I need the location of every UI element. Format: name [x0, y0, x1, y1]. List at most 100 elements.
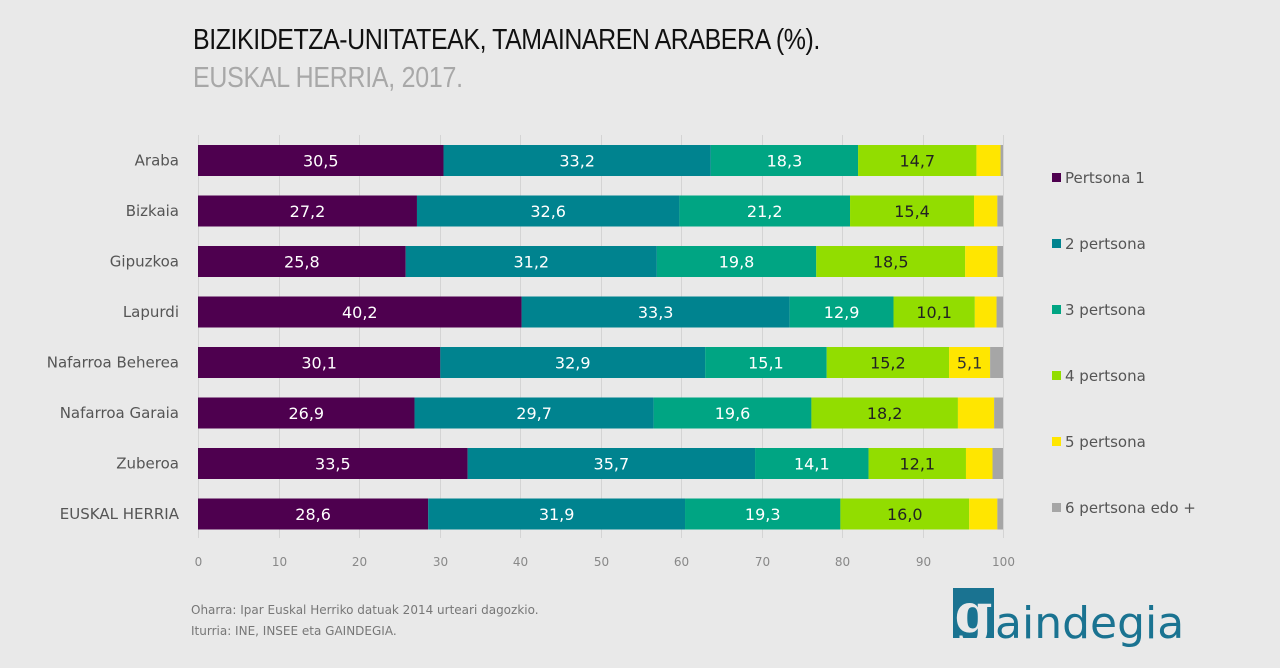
bar-segment [957, 397, 995, 429]
legend-label: 5 pertsona [1065, 433, 1146, 451]
x-tick-label: 10 [272, 555, 287, 569]
category-label: EUSKAL HERRIA [60, 505, 180, 523]
legend-swatch [1052, 503, 1061, 512]
bar-segment [811, 397, 958, 429]
bar-segment [443, 145, 711, 176]
bar-segment [893, 296, 975, 328]
data-label: 15,4 [894, 202, 930, 221]
data-label: 15,2 [870, 354, 906, 373]
x-tick-label: 100 [992, 555, 1015, 569]
data-label: 19,8 [719, 253, 755, 272]
x-tick-label: 90 [916, 555, 931, 569]
legend-label: Pertsona 1 [1065, 169, 1145, 187]
legend: Pertsona 1 2 pertsona 3 pertsona 4 pertsona… [1052, 169, 1196, 517]
bar-segment [858, 145, 977, 176]
legend-swatch [1052, 239, 1061, 248]
data-label: 25,8 [284, 253, 320, 272]
data-label: 33,3 [638, 303, 674, 322]
bar-segment [974, 296, 997, 328]
data-label: 32,9 [555, 354, 591, 373]
data-label: 35,7 [594, 455, 630, 474]
data-label: 30,5 [303, 152, 339, 171]
x-tick-label: 80 [835, 555, 850, 569]
legend-label: 3 pertsona [1065, 301, 1146, 319]
bar-segment [997, 195, 1003, 227]
data-label: 19,6 [715, 404, 751, 423]
bars: 30,5 33,2 18,3 14,7 27,2 32,6 21,2 15,4 25,8 31,2… [198, 145, 1003, 530]
bar-segment [826, 347, 950, 378]
data-label: 31,2 [513, 253, 549, 272]
legend-label: 6 pertsona edo + [1065, 499, 1196, 517]
bar-segment [997, 246, 1003, 277]
bar-segment [789, 296, 894, 328]
category-label: Gipuzkoa [110, 253, 179, 271]
bar-segment [685, 498, 841, 530]
bar-segment [965, 448, 993, 479]
bar-segment [440, 347, 706, 378]
x-tick-label: 60 [674, 555, 689, 569]
x-tick-label: 30 [433, 555, 448, 569]
category-label: Bizkaia [126, 202, 179, 220]
footnote: Oharra: Ipar Euskal Herriko datuak 2014 … [191, 603, 539, 617]
bar-segment [996, 296, 1003, 328]
category-label: Nafarroa Garaia [60, 404, 179, 422]
category-label: Nafarroa Beherea [47, 354, 179, 372]
x-tick-label: 20 [352, 555, 367, 569]
bar-segment [428, 498, 686, 530]
legend-swatch [1052, 173, 1061, 182]
bar-segment [521, 296, 790, 328]
bar-segment [656, 246, 817, 277]
bar-segment [992, 448, 1003, 479]
data-label: 18,3 [767, 152, 803, 171]
bar-segment [1000, 145, 1003, 176]
bar-segment [990, 347, 1003, 378]
bar-segment [965, 246, 998, 277]
data-label: 19,3 [745, 505, 781, 524]
data-label: 28,6 [295, 505, 331, 524]
data-label: 18,2 [867, 404, 903, 423]
legend-label: 2 pertsona [1065, 235, 1146, 253]
bar-segment [816, 246, 966, 277]
bar-segment [974, 195, 998, 227]
category-label: Zuberoa [116, 455, 179, 473]
bar-segment [198, 195, 417, 227]
bar-segment [679, 195, 851, 227]
data-label: 33,2 [559, 152, 595, 171]
bar-segment [994, 397, 1003, 429]
chart-title: BIZIKIDETZA-UNITATEAK, TAMAINAREN ARABER… [193, 24, 820, 56]
bar-segment [467, 448, 756, 479]
bar-segment [840, 498, 970, 530]
data-label: 5,1 [957, 354, 982, 373]
legend-swatch [1052, 437, 1061, 446]
data-label: 33,5 [315, 455, 351, 474]
bar-segment [416, 195, 680, 227]
data-label: 30,1 [301, 354, 337, 373]
data-label: 15,1 [748, 354, 784, 373]
bar-segment [976, 145, 1001, 176]
data-label: 12,1 [899, 455, 935, 474]
bar-segment [710, 145, 859, 176]
x-axis-ticks: 0 10 20 30 40 50 60 70 80 90 100 [195, 555, 1015, 569]
x-tick-label: 70 [755, 555, 770, 569]
bar-segment [198, 397, 415, 429]
bar-segment [997, 498, 1003, 530]
source-note: Iturria: INE, INSEE eta GAINDEGIA. [191, 624, 397, 638]
bar-segment [705, 347, 827, 378]
data-label: 12,9 [824, 303, 860, 322]
data-label: 31,9 [539, 505, 575, 524]
data-label: 18,5 [873, 253, 909, 272]
bar-segment [868, 448, 966, 479]
bar-segment [969, 498, 998, 530]
data-label: 16,0 [887, 505, 923, 524]
legend-swatch [1052, 371, 1061, 380]
bar-segment [198, 347, 441, 378]
data-label: 32,6 [530, 202, 566, 221]
bar-segment [949, 347, 991, 378]
bar-segment [198, 145, 444, 176]
x-tick-label: 50 [594, 555, 609, 569]
category-label: Araba [135, 152, 179, 170]
bar-segment [653, 397, 812, 429]
x-tick-label: 0 [195, 555, 203, 569]
logo-mark: g [953, 581, 994, 645]
